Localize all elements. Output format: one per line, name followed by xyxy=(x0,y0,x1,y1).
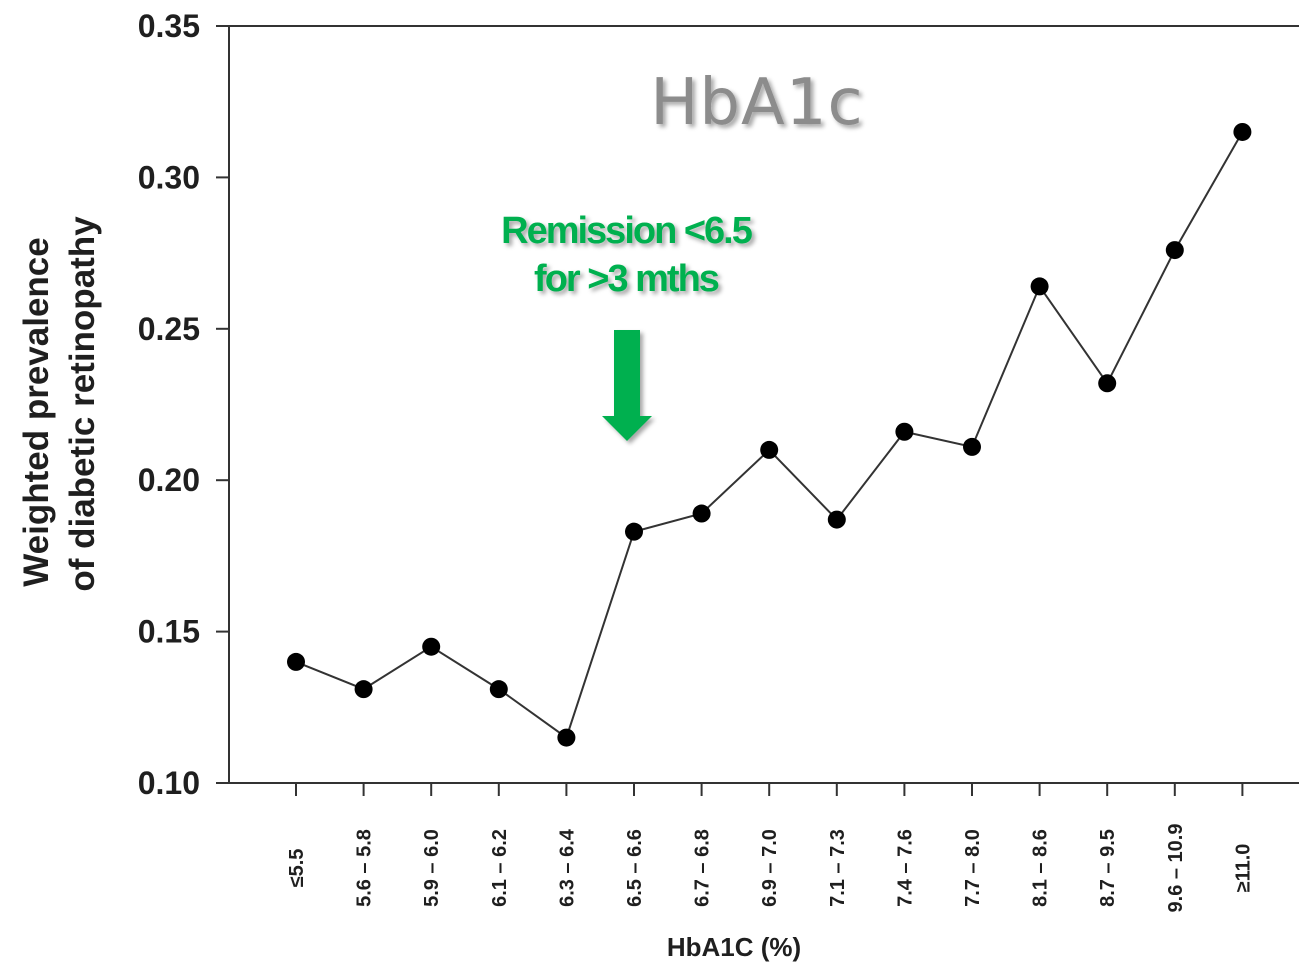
x-tick-label: 8.1 – 8.6 xyxy=(1030,829,1052,907)
x-tick-label: 7.7 – 8.0 xyxy=(962,829,984,907)
data-point xyxy=(760,440,779,459)
data-point xyxy=(1233,122,1252,141)
x-tick-label: 6.9 – 7.0 xyxy=(759,829,781,907)
x-tick-label: 6.1 – 6.2 xyxy=(489,829,511,907)
data-point xyxy=(1030,277,1049,296)
data-point xyxy=(1098,374,1117,393)
data-point xyxy=(354,680,373,699)
annotation-line-2: for >3 mths xyxy=(534,258,719,300)
x-tick-label: ≥11.0 xyxy=(1232,844,1254,893)
x-tick-label: 5.6 – 5.8 xyxy=(354,829,376,907)
down-arrow-icon xyxy=(602,330,652,441)
y-tick-label: 0.20 xyxy=(138,462,200,498)
data-point xyxy=(489,680,508,699)
data-point xyxy=(557,728,576,747)
y-axis-title-line-1: Weighted prevalence xyxy=(17,237,56,586)
y-tick-label: 0.15 xyxy=(138,614,200,650)
data-point xyxy=(287,652,305,671)
data-point xyxy=(625,522,643,541)
data-point xyxy=(1165,241,1184,260)
x-tick-label: 6.3 – 6.4 xyxy=(556,828,578,907)
y-axis-title-line-2: of diabetic retinopathy xyxy=(63,216,102,592)
chart-title: HbA1c xyxy=(650,66,863,140)
x-tick-label: 5.9 – 6.0 xyxy=(421,829,443,907)
x-ticks: ≤5.5 5.6 – 5.8 5.9 – 6.0 6.1 – 6.2 6.3 – 6.4… xyxy=(286,783,1254,912)
x-tick-label: 6.5 – 6.6 xyxy=(624,829,646,907)
x-axis-title: HbA1C (%) xyxy=(667,932,801,962)
x-tick-label: ≤5.5 xyxy=(286,849,308,888)
x-tick-label: 7.4 – 7.6 xyxy=(894,829,916,907)
remission-annotation: Remission <6.5 for >3 mths xyxy=(501,210,755,441)
data-point xyxy=(963,437,981,456)
y-ticks: 0.10 0.15 0.20 0.25 0.30 0.35 xyxy=(138,8,229,801)
annotation-line-1: Remission <6.5 xyxy=(501,210,753,252)
data-point xyxy=(827,510,846,529)
data-point xyxy=(692,504,711,523)
axes xyxy=(228,25,1299,784)
data-point xyxy=(895,422,914,441)
x-tick-label: 7.1 – 7.3 xyxy=(827,829,849,907)
y-tick-label: 0.30 xyxy=(138,159,200,195)
x-tick-label: 8.7 – 9.5 xyxy=(1097,829,1119,907)
y-tick-label: 0.35 xyxy=(138,8,200,44)
x-tick-label: 9.6 – 10.9 xyxy=(1165,824,1187,913)
x-tick-label: 6.7 – 6.8 xyxy=(692,829,714,907)
y-tick-label: 0.25 xyxy=(138,311,200,347)
data-point xyxy=(422,637,441,656)
y-tick-label: 0.10 xyxy=(138,765,200,801)
data-series xyxy=(287,122,1252,747)
